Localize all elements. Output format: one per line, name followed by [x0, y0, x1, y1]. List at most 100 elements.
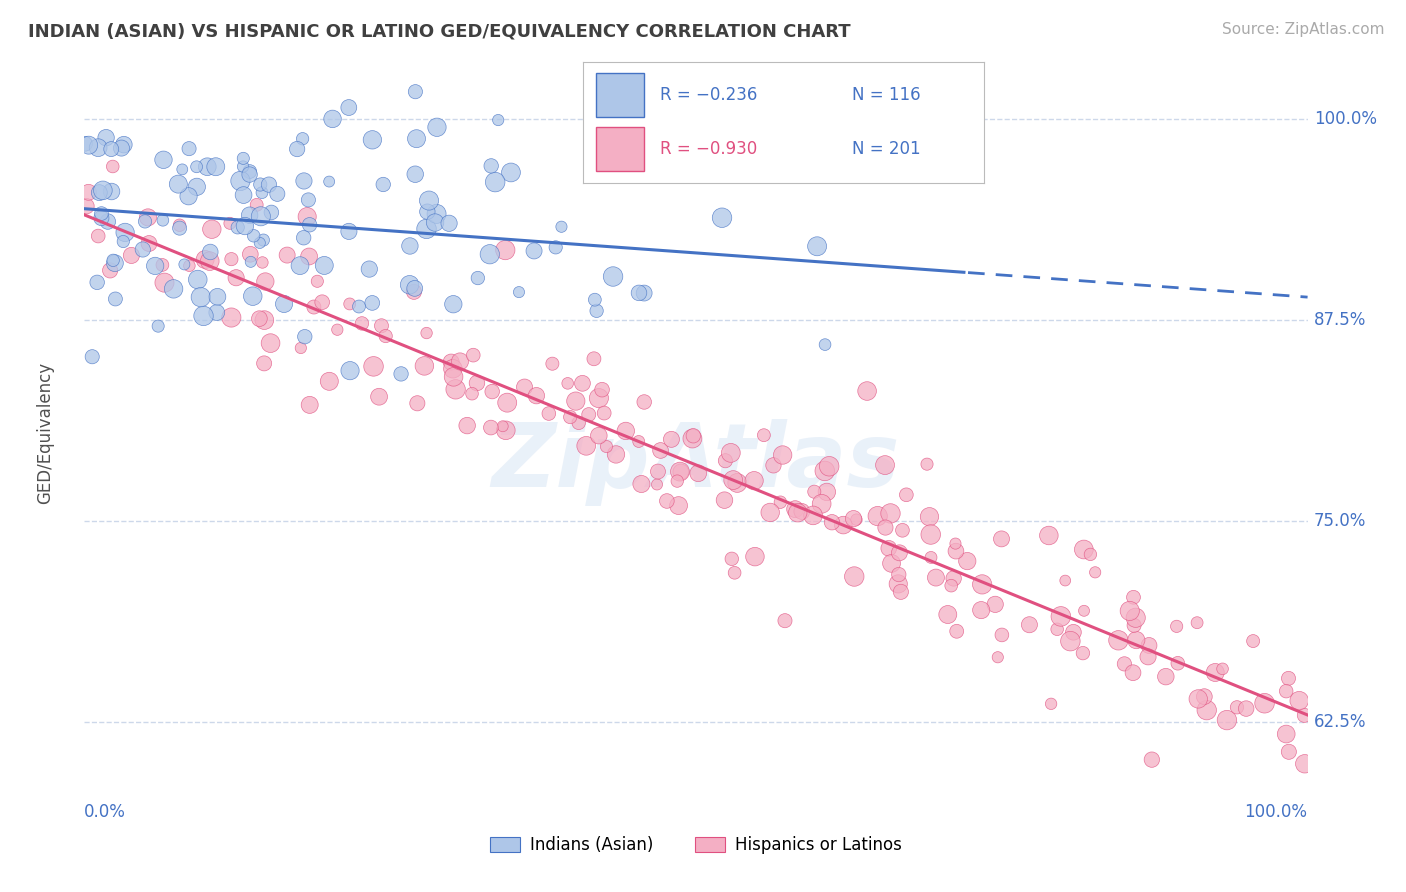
Point [404, 167, 426, 181]
Point [956, 554, 979, 568]
Point [337, 101, 360, 115]
Point [402, 285, 425, 299]
Point [890, 584, 912, 599]
Text: 100.0%: 100.0% [1244, 803, 1308, 821]
Point [844, 569, 866, 583]
Point [970, 603, 993, 617]
Point [239, 168, 262, 182]
Point [990, 532, 1012, 546]
Point [713, 493, 735, 508]
Point [112, 137, 135, 152]
Point [311, 295, 333, 310]
Point [307, 274, 329, 288]
Point [229, 174, 252, 188]
Point [250, 186, 273, 200]
Point [298, 218, 321, 232]
Point [942, 571, 965, 585]
Point [1234, 701, 1257, 715]
Point [1167, 657, 1189, 671]
Point [602, 269, 624, 284]
Point [415, 326, 437, 340]
Point [120, 248, 142, 262]
Point [1018, 617, 1040, 632]
Point [297, 193, 319, 207]
Point [273, 297, 295, 311]
Point [198, 254, 221, 268]
Point [404, 85, 426, 99]
Point [1062, 625, 1084, 640]
Point [842, 511, 865, 525]
Point [249, 311, 271, 326]
Point [294, 329, 316, 343]
Point [232, 188, 254, 202]
Point [1154, 670, 1177, 684]
Point [499, 165, 522, 179]
Point [720, 551, 742, 566]
Point [1125, 611, 1147, 625]
Point [239, 208, 262, 222]
Point [467, 271, 489, 285]
Point [945, 544, 967, 558]
Point [318, 374, 340, 388]
Point [1187, 692, 1209, 706]
Point [1038, 528, 1060, 542]
Point [449, 354, 471, 368]
Point [87, 141, 110, 155]
Point [936, 607, 959, 622]
Point [413, 359, 436, 373]
Point [682, 429, 704, 443]
Point [98, 263, 121, 277]
Point [406, 396, 429, 410]
Point [253, 356, 276, 370]
Point [814, 464, 837, 478]
Point [186, 179, 208, 194]
Point [239, 255, 262, 269]
Point [801, 508, 824, 523]
Point [647, 465, 669, 479]
Point [523, 244, 546, 258]
Point [627, 285, 650, 300]
Point [252, 255, 274, 269]
Point [987, 650, 1010, 665]
Point [486, 113, 509, 128]
Point [440, 355, 463, 369]
Point [204, 160, 226, 174]
Point [443, 369, 465, 384]
Point [291, 132, 314, 146]
Point [138, 236, 160, 251]
Point [426, 207, 449, 221]
Point [292, 174, 315, 188]
Point [87, 229, 110, 244]
Point [541, 357, 564, 371]
Text: R = −0.236: R = −0.236 [659, 86, 756, 104]
Point [484, 175, 506, 189]
Point [104, 292, 127, 306]
Point [1054, 574, 1077, 588]
Point [1040, 697, 1063, 711]
Point [1216, 713, 1239, 727]
Point [759, 505, 782, 519]
Point [896, 488, 918, 502]
Point [1107, 633, 1129, 648]
Point [322, 112, 344, 126]
Point [456, 418, 478, 433]
Point [226, 220, 249, 235]
Point [1084, 566, 1107, 580]
Point [177, 142, 200, 156]
Point [1277, 671, 1299, 685]
Point [298, 398, 321, 412]
Point [991, 628, 1014, 642]
Point [110, 141, 132, 155]
Point [568, 416, 591, 430]
Point [416, 204, 439, 219]
Point [219, 216, 242, 230]
Text: 62.5%: 62.5% [1313, 714, 1367, 731]
Point [190, 290, 212, 304]
Point [1137, 649, 1160, 664]
Point [169, 221, 191, 235]
Point [877, 541, 900, 556]
Text: 87.5%: 87.5% [1313, 311, 1367, 329]
Point [1114, 657, 1136, 671]
Point [172, 162, 194, 177]
Point [880, 557, 903, 571]
